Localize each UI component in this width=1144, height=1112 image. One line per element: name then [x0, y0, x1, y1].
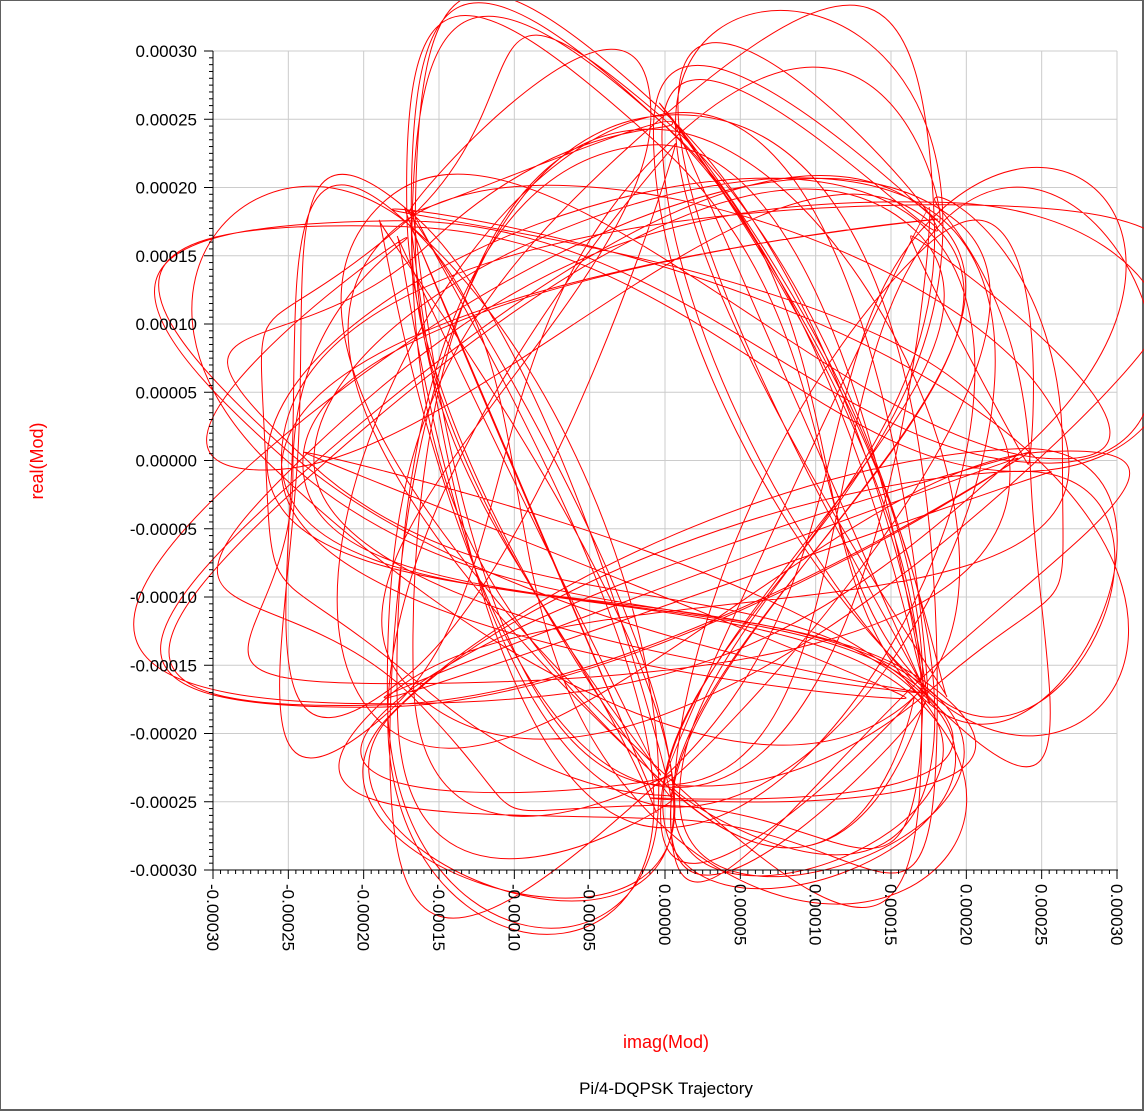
x-tick-labels: -0.00030 -0.00025 -0.00020 -0.00015 -0.00010…	[203, 884, 1126, 951]
x-tick-label: -0.00030	[203, 884, 222, 951]
trajectory-trace	[133, 1, 1144, 935]
x-axis-label: imag(Mod)	[623, 1032, 709, 1052]
y-tick-label: 0.00025	[136, 110, 197, 129]
y-tick-label: 0.00005	[136, 383, 197, 402]
x-tick-label: 0.00025	[1032, 884, 1051, 945]
x-tick-label: -0.00005	[580, 884, 599, 951]
y-tick-label: 0.00010	[136, 315, 197, 334]
x-tick-label: 0.00010	[806, 884, 825, 945]
x-tick-label: 0.00015	[881, 884, 900, 945]
y-tick-label: -0.00025	[130, 793, 197, 812]
y-tick-label: -0.00030	[130, 861, 197, 880]
y-tick-label: -0.00005	[130, 520, 197, 539]
x-tick-label: -0.00020	[354, 884, 373, 951]
y-tick-label: 0.00000	[136, 452, 197, 471]
y-tick-label: -0.00020	[130, 725, 197, 744]
x-tick-label: -0.00010	[504, 884, 523, 951]
x-tick-label: 0.00020	[956, 884, 975, 945]
chart-title: Pi/4-DQPSK Trajectory	[579, 1079, 753, 1098]
y-tick-label: -0.00010	[130, 588, 197, 607]
x-tick-label: 0.00030	[1107, 884, 1126, 945]
grid-lines	[212, 50, 1118, 871]
axes	[204, 50, 1118, 879]
y-tick-label: 0.00015	[136, 247, 197, 266]
y-tick-label: 0.00020	[136, 179, 197, 198]
y-tick-label: -0.00015	[130, 656, 197, 675]
y-tick-labels: 0.00030 0.00025 0.00020 0.00015 0.00010 0.000…	[130, 42, 197, 880]
y-axis-label: real(Mod)	[27, 422, 47, 499]
x-tick-label: -0.00025	[278, 884, 297, 951]
x-tick-label: 0.00005	[730, 884, 749, 945]
x-tick-label: -0.00015	[429, 884, 448, 951]
trajectory-line	[133, 1, 1144, 935]
y-tick-label: 0.00030	[136, 42, 197, 61]
x-tick-label: 0.00000	[655, 884, 674, 945]
